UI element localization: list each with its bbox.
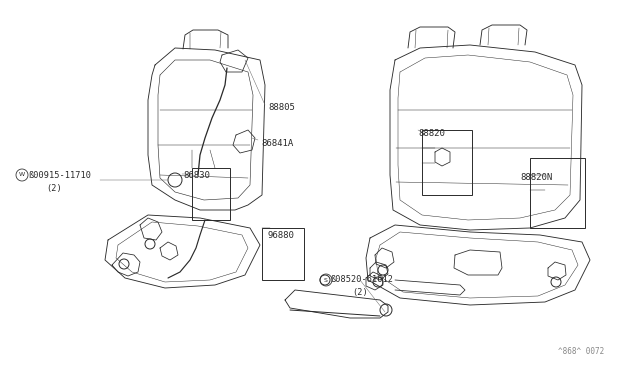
Text: W: W — [19, 173, 25, 177]
Text: ^868^ 0072: ^868^ 0072 — [558, 347, 604, 356]
Text: 88805: 88805 — [268, 103, 295, 112]
Bar — [262, 228, 304, 280]
Bar — [530, 158, 585, 228]
Text: 86830: 86830 — [183, 170, 210, 180]
Text: (2): (2) — [352, 289, 368, 298]
Text: (2): (2) — [46, 183, 61, 192]
Text: 96880: 96880 — [268, 231, 295, 240]
Text: ß08520-61612: ß08520-61612 — [330, 276, 393, 285]
Text: 86841A: 86841A — [261, 138, 293, 148]
Text: 88820N: 88820N — [520, 173, 552, 183]
Bar — [192, 168, 230, 220]
Text: 88820: 88820 — [418, 128, 445, 138]
Text: ß00915-11710: ß00915-11710 — [28, 170, 91, 180]
Text: S: S — [324, 278, 328, 282]
Bar — [422, 130, 472, 195]
